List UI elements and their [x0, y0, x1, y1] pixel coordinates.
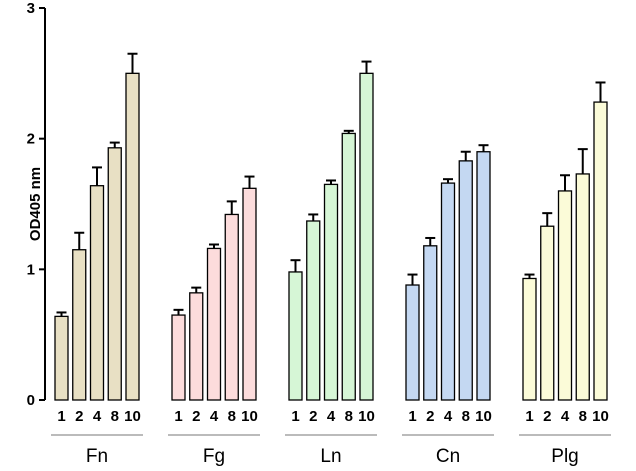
y-tick-label: 1: [27, 261, 35, 278]
x-tick-label: 1: [174, 408, 182, 425]
y-axis-title: OD405 nm: [27, 167, 44, 241]
bar-ln-8: [341, 132, 356, 401]
x-tick-label: 1: [57, 408, 65, 425]
bar-cn-4: [440, 182, 456, 401]
bar-fn-1: [54, 315, 69, 401]
x-tick-label: 4: [561, 408, 570, 425]
bar-group-fg: [171, 175, 257, 401]
x-tick-label: 10: [592, 408, 609, 425]
x-tick-label: 10: [124, 408, 141, 425]
x-tick-label: 8: [345, 408, 353, 425]
x-tick-label: 10: [475, 408, 492, 425]
group-label-fg: Fg: [203, 446, 225, 467]
x-tick-label: 8: [462, 408, 470, 425]
group-label-ln: Ln: [320, 446, 341, 467]
bar-cn-10: [476, 151, 491, 401]
x-tick-label: 1: [408, 408, 416, 425]
x-tick-label: 2: [543, 408, 551, 425]
bar-fg-8: [224, 213, 239, 401]
bar-fg-4: [206, 247, 222, 401]
bar-plg-10: [593, 101, 608, 401]
bar-fn-10: [125, 72, 140, 401]
x-tick-label: 1: [525, 408, 533, 425]
y-tick-label: 2: [27, 131, 35, 148]
bar-ln-10: [359, 72, 374, 401]
bar-fn-2: [72, 249, 87, 401]
x-tick-label: 8: [228, 408, 236, 425]
x-tick-label: 2: [75, 408, 83, 425]
bar-plg-4: [557, 190, 573, 401]
bar-ln-1: [288, 271, 303, 401]
x-tick-label: 10: [241, 408, 258, 425]
x-tick-label: 8: [579, 408, 587, 425]
x-tick-label: 1: [291, 408, 299, 425]
bar-plg-1: [522, 277, 537, 401]
y-axis: 0 1 2 3: [27, 0, 46, 409]
x-tick-label: 10: [358, 408, 375, 425]
bar-cn-2: [423, 245, 438, 401]
bar-group-ln: [288, 60, 374, 401]
bar-group-plg: [522, 81, 608, 401]
x-tick-label: 4: [93, 408, 102, 425]
bar-group-fn: [54, 52, 140, 401]
x-tick-label: 4: [444, 408, 453, 425]
x-tick-label: 2: [309, 408, 317, 425]
bar-fg-10: [242, 187, 257, 401]
bar-cn-1: [405, 284, 420, 401]
bar-ln-4: [323, 183, 339, 401]
x-tick-label: 4: [327, 408, 336, 425]
group-label-fn: Fn: [86, 446, 108, 467]
group-label-plg: Plg: [551, 446, 578, 467]
bar-plg-2: [540, 225, 555, 401]
x-tick-label: 2: [192, 408, 200, 425]
x-tick-label: 4: [210, 408, 219, 425]
y-tick-label: 0: [27, 392, 35, 409]
y-tick-label: 3: [27, 0, 35, 17]
bar-fn-4: [89, 185, 105, 401]
x-tick-label: 8: [111, 408, 119, 425]
bar-plg-8: [575, 173, 590, 401]
bar-cn-8: [458, 160, 473, 401]
bar-group-cn: [405, 144, 491, 401]
bar-fn-8: [107, 147, 122, 401]
bar-fg-2: [189, 292, 204, 401]
group-label-cn: Cn: [436, 446, 460, 467]
bar-fg-1: [171, 314, 186, 401]
x-tick-label: 2: [426, 408, 434, 425]
bar-ln-2: [306, 220, 321, 401]
bars-layer: [54, 52, 608, 401]
